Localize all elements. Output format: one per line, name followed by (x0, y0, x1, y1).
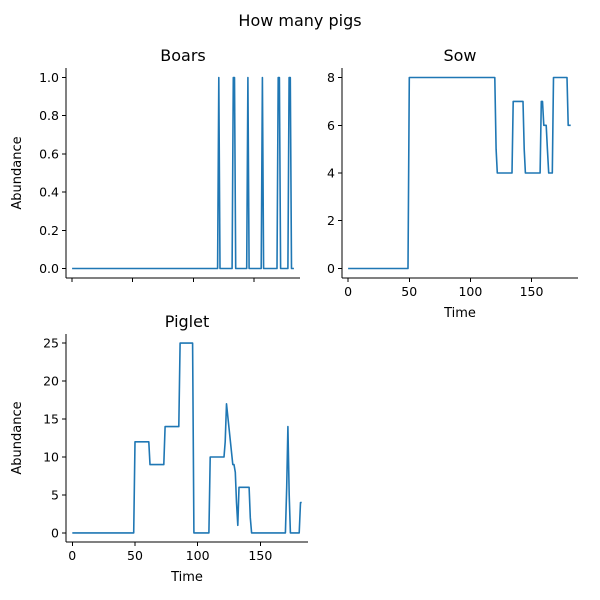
y-tick-label-boars: 0.4 (39, 185, 59, 200)
y-tick-label-boars: 0.6 (39, 146, 59, 161)
x-tick-label-sow: 150 (520, 284, 544, 299)
x-tick-label-sow: 0 (344, 284, 352, 299)
y-tick-label-piglet: 0 (51, 525, 59, 540)
x-axis-label-sow: Time (443, 306, 476, 321)
x-tick-label-piglet: 100 (186, 548, 210, 563)
x-tick-label-sow: 100 (458, 284, 482, 299)
y-tick-label-boars: 1.0 (39, 70, 59, 85)
x-axis-label-piglet: Time (170, 570, 203, 585)
y-tick-label-piglet: 25 (43, 336, 59, 351)
y-tick-label-boars: 0.8 (39, 108, 59, 123)
panel-boars: Boars Abundance 0.0 0.2 0.4 0.6 0.8 1.0 (10, 46, 300, 282)
y-tick-label-piglet: 20 (43, 374, 59, 389)
panel-title-boars: Boars (160, 46, 205, 65)
y-axis-label-piglet: Abundance (10, 401, 25, 474)
panel-title-sow: Sow (443, 46, 476, 65)
x-tick-label-piglet: 50 (127, 548, 143, 563)
panel-piglet: Piglet Abundance Time 0 5 10 15 20 25 0 50 100 15… (10, 312, 308, 585)
y-tick-label-piglet: 10 (43, 449, 59, 464)
x-tick-label-sow: 50 (401, 284, 417, 299)
y-tick-label-sow: 0 (327, 261, 335, 276)
y-tick-label-piglet: 5 (51, 487, 59, 502)
series-line-boars (72, 76, 294, 270)
y-tick-label-sow: 6 (327, 118, 335, 133)
y-tick-label-boars: 0.2 (39, 223, 59, 238)
series-line-piglet (72, 342, 302, 534)
y-axis-label-boars: Abundance (10, 136, 25, 209)
series-line-sow (348, 76, 571, 270)
y-tick-label-boars: 0.0 (39, 261, 59, 276)
x-tick-label-piglet: 0 (68, 548, 76, 563)
y-tick-label-piglet: 15 (43, 412, 59, 427)
figure-title: How many pigs (238, 11, 361, 30)
y-tick-label-sow: 2 (327, 213, 335, 228)
y-tick-label-sow: 8 (327, 70, 335, 85)
panel-sow: Sow Time 0 2 4 6 8 0 50 100 150 (327, 46, 578, 321)
x-tick-label-piglet: 150 (248, 548, 272, 563)
y-tick-label-sow: 4 (327, 166, 335, 181)
panel-title-piglet: Piglet (165, 312, 209, 331)
